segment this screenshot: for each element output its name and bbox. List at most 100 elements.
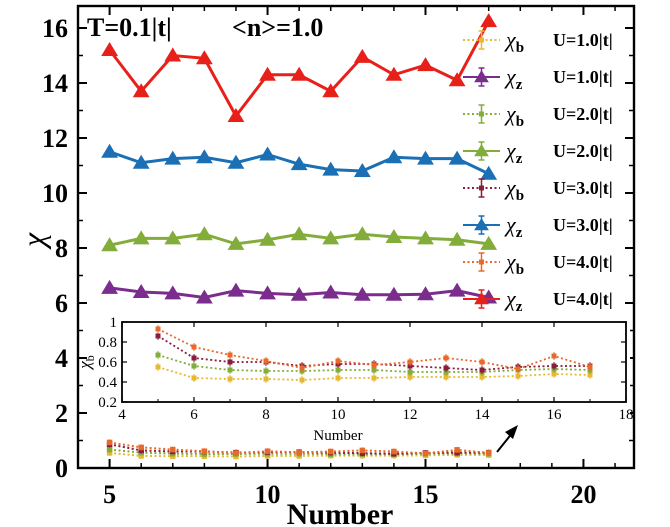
- legend-label: U=2.0|t|: [553, 141, 613, 161]
- y-tick-label: 10: [42, 179, 68, 208]
- legend-marker: [474, 292, 489, 305]
- inset-data-point: [155, 333, 161, 339]
- y-tick-label: 16: [42, 14, 68, 43]
- y-tick-label: 2: [55, 399, 68, 428]
- legend-label: U=1.0|t|: [553, 67, 613, 87]
- inset-data-point: [443, 374, 449, 380]
- series-z-7: [101, 13, 498, 122]
- data-point: [448, 231, 466, 246]
- y-tick-label: 12: [42, 124, 68, 153]
- data-point: [417, 286, 434, 301]
- inset-data-point: [227, 352, 233, 358]
- legend-marker: [474, 144, 489, 157]
- data-point: [227, 282, 245, 297]
- legend-symbol: χz: [504, 64, 523, 93]
- x-tick-label: 5: [103, 480, 116, 509]
- data-point: [353, 48, 371, 63]
- data-point: [106, 446, 113, 453]
- inset-data-point: [551, 353, 557, 359]
- inset-data-point: [299, 377, 305, 383]
- legend-symbol: χb: [504, 249, 524, 278]
- inset-x-tick-label: 6: [190, 407, 198, 423]
- inset-data-point: [227, 367, 233, 373]
- inset-data-point: [407, 374, 413, 380]
- series-z-5: [101, 143, 498, 180]
- data-point: [101, 279, 118, 294]
- inset-data-point: [335, 358, 341, 364]
- data-point: [132, 83, 150, 98]
- data-point: [480, 13, 498, 28]
- inset-data-point: [371, 362, 377, 368]
- inset-x-tick-label: 18: [619, 407, 634, 423]
- data-point: [322, 284, 340, 299]
- data-point: [448, 72, 466, 87]
- inset-data-point: [191, 363, 197, 369]
- data-point: [106, 450, 113, 456]
- inset-data-point: [407, 369, 413, 375]
- inset-data-point: [227, 359, 233, 365]
- data-point: [385, 229, 403, 243]
- inset-x-axis-label: Number: [313, 428, 362, 444]
- inset-y-tick-label: 0.4: [98, 375, 117, 391]
- y-tick-label: 4: [55, 344, 68, 373]
- data-point: [259, 231, 276, 246]
- data-point: [290, 66, 308, 81]
- inset-data-point: [479, 374, 485, 380]
- data-point: [132, 284, 150, 298]
- legend-label: U=1.0|t|: [553, 30, 613, 50]
- inset-data-point: [479, 367, 485, 373]
- data-point: [195, 226, 213, 241]
- inset-x-tick-label: 10: [331, 407, 346, 423]
- data-point: [296, 449, 302, 456]
- inset-data-point: [551, 363, 557, 369]
- data-point: [385, 149, 403, 164]
- inset-data-point: [407, 359, 413, 365]
- legend-symbol: χz: [504, 286, 523, 315]
- inset-data-point: [335, 375, 341, 381]
- data-point: [353, 226, 371, 241]
- inset-data-point: [227, 376, 233, 382]
- inset-y-tick-label: 0.6: [98, 355, 117, 371]
- data-point: [101, 42, 118, 56]
- y-tick-label: 8: [55, 234, 68, 263]
- data-point: [327, 448, 334, 455]
- legend-marker: [479, 111, 484, 117]
- x-axis-label: Number: [287, 498, 394, 527]
- inset-data-point: [191, 375, 197, 381]
- data-point: [448, 282, 466, 297]
- legend-label: U=2.0|t|: [553, 104, 613, 124]
- inset-data-point: [371, 367, 377, 373]
- legend-marker: [474, 70, 489, 83]
- data-point: [264, 448, 271, 454]
- legend-symbol: χb: [504, 101, 524, 130]
- series-z-3: [101, 226, 498, 252]
- inset-x-tick-label: 12: [403, 407, 418, 423]
- data-point: [138, 453, 144, 459]
- x-tick-label: 15: [413, 480, 439, 509]
- inset-x-tick-label: 4: [118, 407, 126, 423]
- legend-label: U=4.0|t|: [553, 289, 613, 309]
- series-b-6: [106, 439, 492, 457]
- inset-y-tick-label: 0.8: [98, 335, 117, 351]
- y-tick-label: 0: [55, 454, 68, 483]
- inset-data-point: [551, 371, 557, 377]
- inset-data-point: [515, 366, 521, 372]
- temperature-annotation: T=0.1|t|: [87, 13, 172, 42]
- data-point: [480, 235, 498, 250]
- data-point: [322, 83, 340, 98]
- data-point: [132, 230, 150, 245]
- data-point: [290, 156, 308, 171]
- data-point: [290, 286, 308, 301]
- data-point: [259, 66, 276, 81]
- data-point: [322, 230, 340, 245]
- data-point: [227, 154, 245, 169]
- data-point: [448, 150, 466, 165]
- data-point: [480, 165, 498, 180]
- inset-data-point: [155, 352, 161, 358]
- legend-label: U=3.0|t|: [553, 215, 613, 235]
- inset-data-point: [155, 326, 161, 332]
- inset-data-point: [263, 368, 269, 374]
- data-point: [259, 285, 276, 300]
- data-point: [164, 150, 182, 165]
- inset-data-point: [587, 364, 593, 370]
